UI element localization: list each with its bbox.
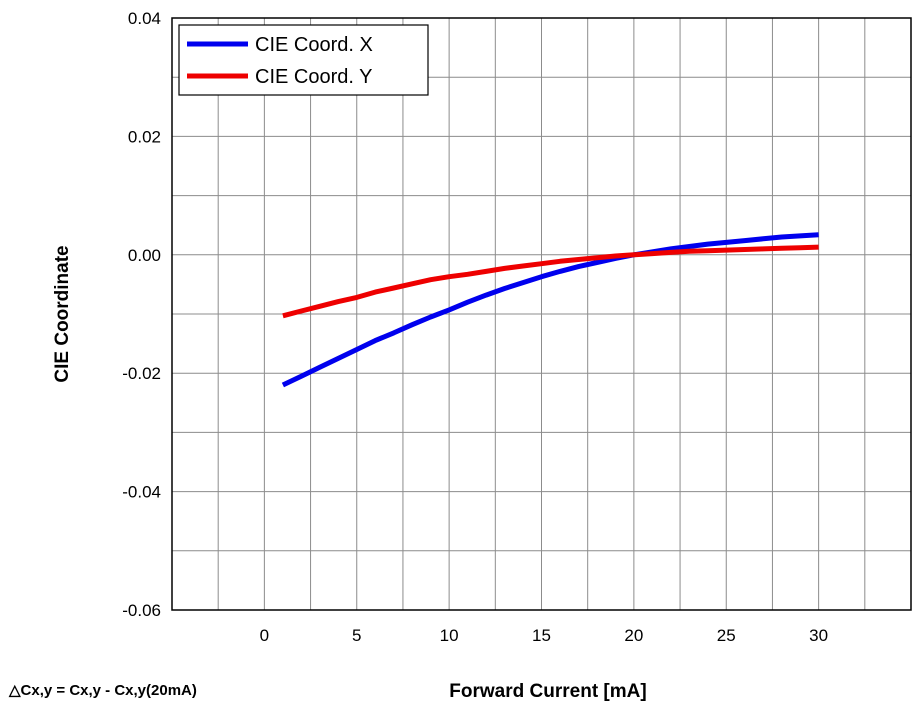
series-line-cie-y bbox=[282, 244, 819, 319]
y-tick-label: 0.02 bbox=[128, 127, 161, 146]
delta-formula-note: △Cx,y = Cx,y - Cx,y(20mA) bbox=[8, 682, 197, 699]
y-tick-label: 0.00 bbox=[128, 246, 161, 265]
y-axis-ticks: 0.04 0.02 0.00 -0.02 -0.04 -0.06 bbox=[122, 9, 161, 620]
x-tick-label: 10 bbox=[440, 626, 459, 645]
y-tick-label: -0.04 bbox=[122, 483, 161, 502]
legend-box bbox=[178, 24, 429, 96]
series-line-cie-x bbox=[281, 232, 819, 388]
x-axis-title: Forward Current [mA] bbox=[449, 681, 646, 702]
y-axis-title: CIE Coordinate bbox=[52, 245, 73, 382]
x-tick-label: 25 bbox=[717, 626, 736, 645]
y-tick-label: -0.02 bbox=[122, 364, 161, 383]
series-lines bbox=[281, 232, 819, 388]
x-tick-label: 20 bbox=[624, 626, 643, 645]
x-tick-label: 30 bbox=[809, 626, 828, 645]
x-tick-label: 5 bbox=[352, 626, 361, 645]
legend-label-x: CIE Coord. X bbox=[255, 34, 373, 56]
legend-label-y: CIE Coord. Y bbox=[255, 66, 372, 88]
x-tick-label: 0 bbox=[260, 626, 269, 645]
plot-area-frame bbox=[171, 17, 912, 611]
grid bbox=[172, 18, 911, 610]
y-tick-label: -0.06 bbox=[122, 601, 161, 620]
y-tick-label: 0.04 bbox=[128, 9, 161, 28]
x-tick-label: 15 bbox=[532, 626, 551, 645]
legend: CIE Coord. X CIE Coord. Y bbox=[178, 24, 429, 96]
x-axis-ticks: 0 5 10 15 20 25 30 bbox=[260, 626, 828, 645]
